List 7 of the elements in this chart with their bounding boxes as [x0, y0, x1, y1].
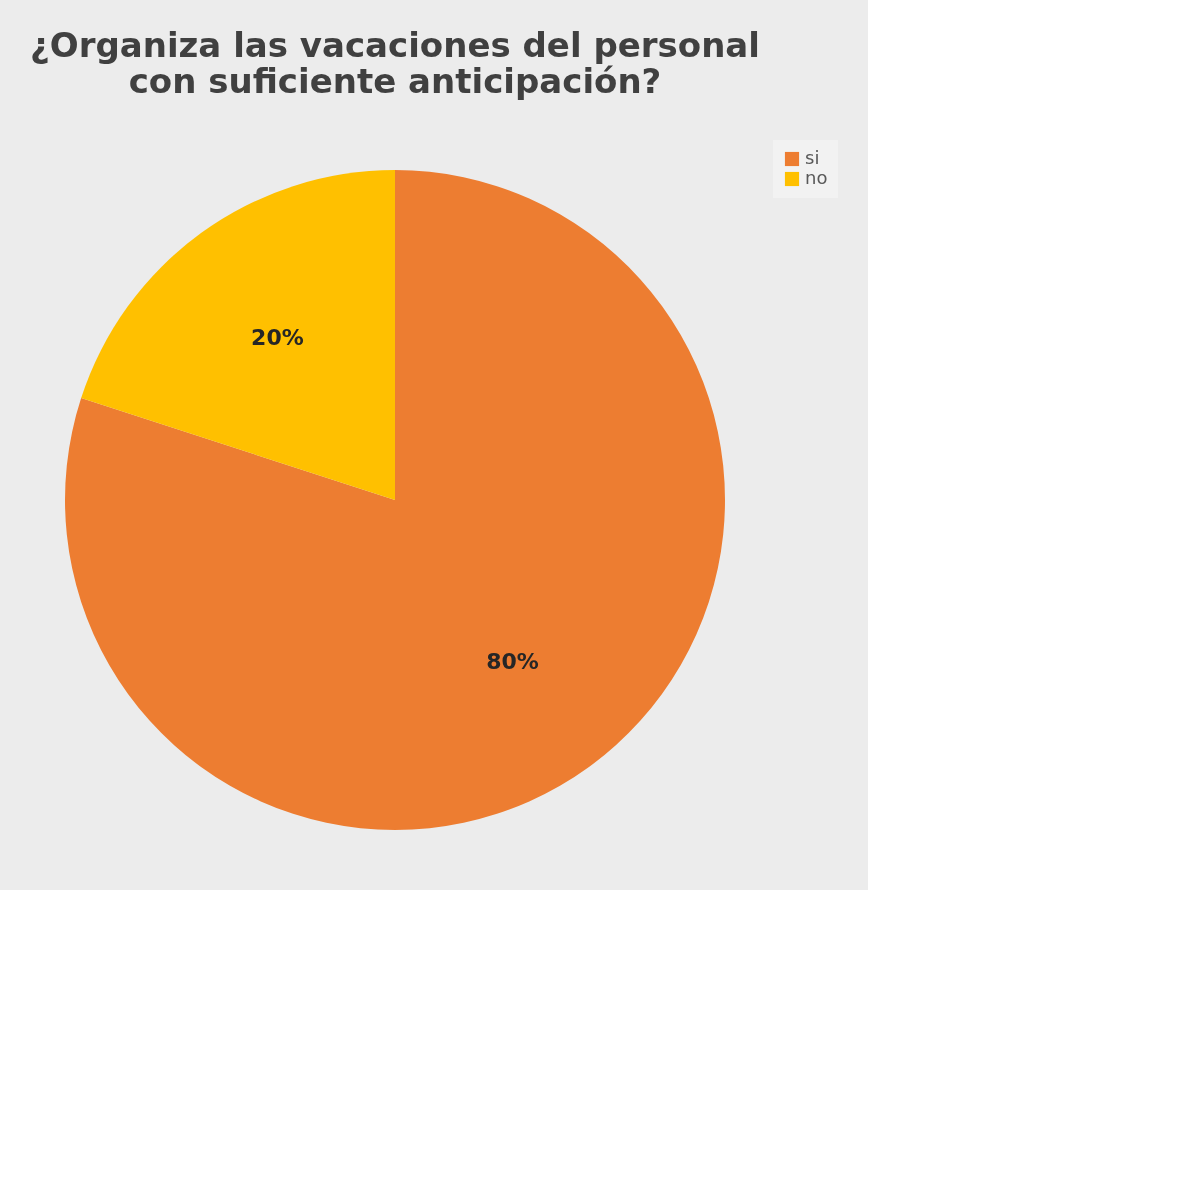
legend-label: no [805, 167, 828, 188]
data-label: 20% [251, 325, 304, 351]
chart-title: ¿Organiza las vacaciones del personal con suficiente anticipación? [30, 25, 760, 101]
legend-label: si [805, 147, 820, 168]
data-label: 80% [486, 648, 539, 674]
pie-slice [65, 170, 725, 830]
pie-slice [81, 170, 395, 500]
